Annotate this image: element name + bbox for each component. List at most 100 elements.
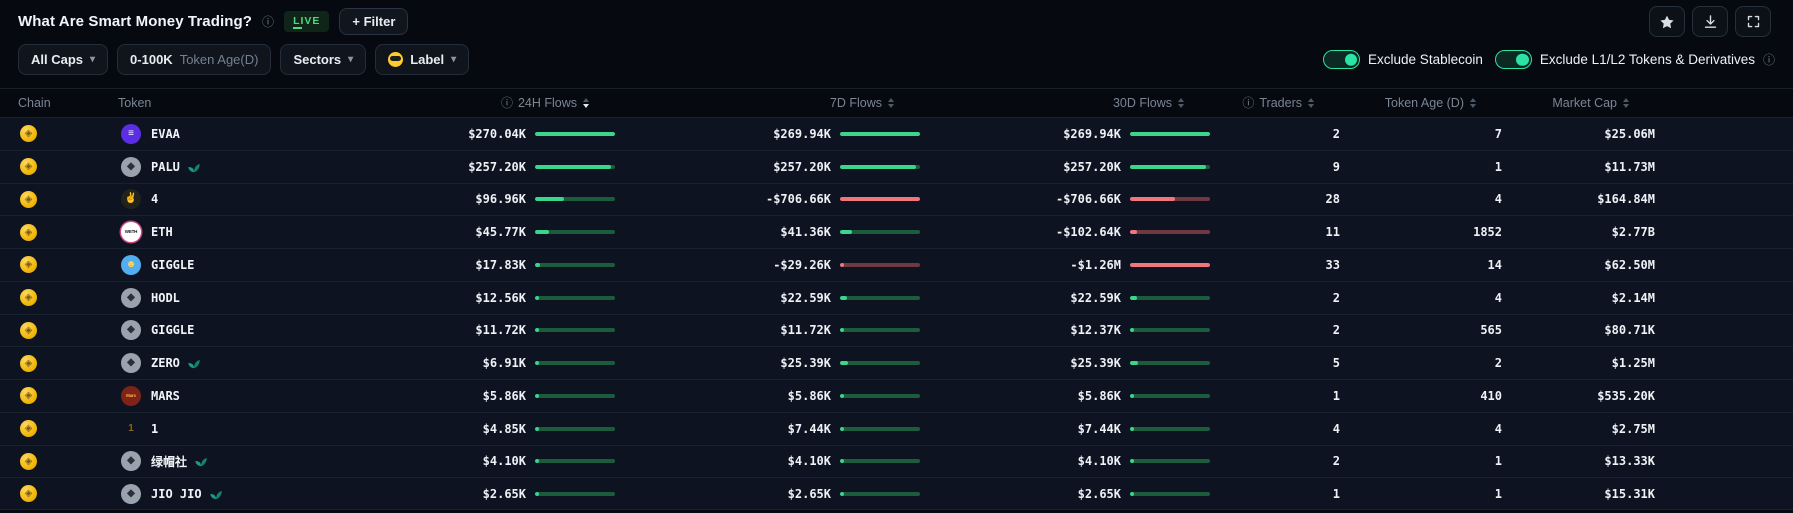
token-cell[interactable]: ✌ 4 [118,184,420,216]
bnb-chain-icon [20,125,37,143]
market-cap-cell: $25.06M [1604,126,1655,141]
column-header-market-cap[interactable]: Market Cap [1502,96,1655,110]
sort-icon[interactable] [1470,98,1476,108]
favorite-button[interactable] [1649,6,1685,37]
all-caps-dropdown[interactable]: All Caps [18,44,109,75]
token-cell[interactable]: WETH ETH [118,216,420,248]
flow-7d-cell: $11.72K [615,315,920,347]
table-header-row: Chain Token 24H Flows 7D Flows 30D Flows Trad… [0,88,1793,117]
add-filter-button[interactable]: + Filter [339,8,409,35]
info-icon[interactable] [1242,97,1254,109]
token-symbol: 1 [151,421,159,436]
flow-30d-cell: $4.10K [920,446,1210,478]
sort-icon[interactable] [1623,98,1629,108]
column-header-30d-flows[interactable]: 30D Flows [920,96,1210,110]
flow-30d-bar [1130,361,1210,366]
table-row[interactable]: ◆ PALU $257.20K $257.20K $257.20K 9 1 $1… [0,149,1793,183]
flow-24h-bar [535,164,615,169]
table-row[interactable]: WETH ETH $45.77K $41.36K -$102.64K 11 18… [0,215,1793,248]
bnb-chain-icon [20,485,37,503]
token-age-unit: Token Age(D) [179,52,259,67]
token-cell[interactable]: ◆ PALU [118,151,420,183]
chain-cell [18,478,118,509]
flow-7d-cell: $7.44K [615,413,920,445]
sectors-label: Sectors [293,52,342,67]
table-row[interactable]: 1 1 $4.85K $7.44K $7.44K 4 4 $2.75M [0,411,1793,445]
flow-7d-cell: $2.65K [615,478,920,509]
token-icon: ◆ [121,353,141,374]
token-cell[interactable]: ◆ HODL [118,282,420,314]
token-cell[interactable]: ◆ 绿帽社 [118,446,420,478]
token-cell[interactable]: ☻ GIGGLE [118,249,420,281]
token-age-filter[interactable]: 0-100K Token Age(D) [117,44,272,75]
token-cell[interactable]: Mars MARS [118,380,420,412]
table-row[interactable]: ✌ 4 $96.96K -$706.66K -$706.66K 28 4 $16… [0,182,1793,216]
flow-30d-value: $25.39K [1070,356,1121,371]
download-button[interactable] [1692,6,1728,37]
token-cell[interactable]: ◆ ZERO [118,347,420,379]
fullscreen-button[interactable] [1735,6,1771,37]
sort-icon[interactable] [1178,98,1184,108]
traders-cell: 2 [1332,290,1340,305]
traders-cell: 5 [1332,356,1340,371]
sort-icon[interactable] [888,98,894,108]
table-body: ≡ EVAA $270.04K $269.94K $269.94K 2 7 $2… [0,117,1793,510]
filter-bar: All Caps 0-100K Token Age(D) Sectors Lab… [0,44,1793,75]
column-header-7d-flows[interactable]: 7D Flows [615,96,920,110]
flow-30d-value: $7.44K [1077,421,1121,436]
sort-icon[interactable] [1308,98,1314,108]
table-row[interactable]: ◆ GIGGLE $11.72K $11.72K $12.37K 2 565 $… [0,313,1793,347]
token-cell[interactable]: ≡ EVAA [118,118,420,150]
chain-cell [18,347,118,379]
token-icon: ◆ [121,156,141,177]
table-row[interactable]: ≡ EVAA $270.04K $269.94K $269.94K 2 7 $2… [0,117,1793,150]
token-cell[interactable]: ◆ GIGGLE [118,315,420,347]
table-row[interactable]: ☻ GIGGLE $17.83K -$29.26K -$1.26M 33 14 … [0,248,1793,281]
chain-cell [18,380,118,412]
table-row[interactable]: Mars MARS $5.86K $5.86K $5.86K 1 410 $53… [0,379,1793,412]
table-row[interactable]: ◆ HODL $12.56K $22.59K $22.59K 2 4 $2.14… [0,280,1793,314]
token-symbol: MARS [151,388,180,403]
column-header-24h-flows[interactable]: 24H Flows [420,96,615,110]
token-age-cell: 1852 [1473,225,1502,240]
token-icon: ◆ [121,451,141,472]
column-header-token-age-d-[interactable]: Token Age (D) [1340,96,1502,110]
token-icon: ◆ [121,483,141,504]
flow-7d-bar [840,393,920,398]
token-cell[interactable]: ◆ JIO JIO [118,478,420,509]
exclude-stablecoin-toggle[interactable]: Exclude Stablecoin [1323,50,1483,69]
flow-24h-bar [535,131,615,136]
flow-24h-bar [535,295,615,300]
chain-cell [18,315,118,347]
token-icon: Mars [121,385,141,406]
token-age-cell: 1 [1494,159,1502,174]
title-info-icon[interactable] [262,16,274,28]
info-icon[interactable] [501,97,513,109]
column-header-label: Chain [18,96,51,110]
column-header-traders[interactable]: Traders [1210,96,1340,110]
info-icon[interactable] [1763,54,1775,66]
sort-icon[interactable] [583,98,589,108]
table-row[interactable]: ◆ ZERO $6.91K $25.39K $25.39K 5 2 $1.25M [0,346,1793,379]
flow-7d-bar [840,131,920,136]
token-cell[interactable]: 1 1 [118,413,420,445]
token-age-cell: 2 [1494,356,1502,371]
toggle-switch-on[interactable] [1323,50,1361,69]
table-row[interactable]: ◆ JIO JIO $2.65K $2.65K $2.65K 1 1 $15.3… [0,477,1793,510]
flow-7d-bar [840,197,920,202]
flow-30d-value: $12.37K [1070,323,1121,338]
token-age-value: 0-100K [130,52,173,67]
sectors-dropdown[interactable]: Sectors [280,44,367,75]
chain-cell [18,413,118,445]
exclude-l1l2-toggle[interactable]: Exclude L1/L2 Tokens & Derivatives [1494,50,1775,69]
token-symbol: JIO JIO [151,486,202,501]
flow-24h-value: $45.77K [475,225,526,240]
toggle-switch-on[interactable] [1494,50,1532,69]
label-dropdown[interactable]: Label [375,44,470,75]
flow-7d-value: $2.65K [787,486,831,501]
flow-30d-bar [1130,230,1210,235]
download-icon [1704,15,1716,28]
column-header-label: Traders [1259,96,1302,110]
table-row[interactable]: ◆ 绿帽社 $4.10K $4.10K $4.10K 2 1 $13.33K [0,444,1793,478]
flow-7d-value: $5.86K [787,388,831,403]
